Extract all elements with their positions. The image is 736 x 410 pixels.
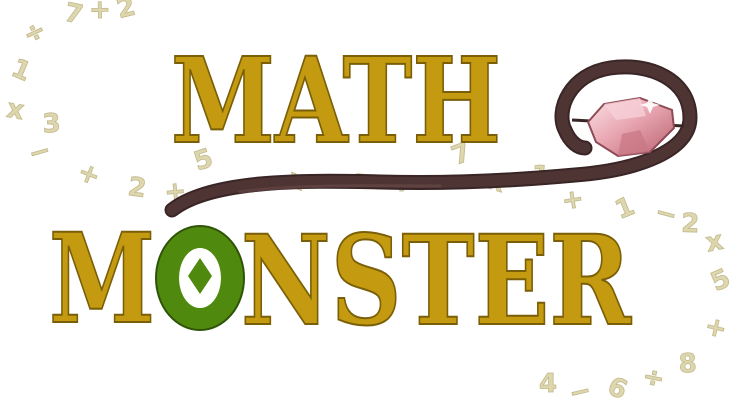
math-symbol: −	[652, 197, 681, 232]
math-symbol: +	[89, 0, 111, 25]
math-symbol: 5	[706, 263, 735, 298]
math-symbol: 8	[678, 349, 697, 380]
math-symbol: 7	[62, 0, 86, 31]
math-symbol: 2	[126, 172, 148, 204]
math-symbol: x	[5, 94, 27, 126]
gem-icon	[571, 96, 685, 158]
math-symbol: 4	[539, 369, 557, 399]
math-symbol: −	[566, 375, 594, 409]
math-symbol: −	[25, 135, 54, 170]
math-symbol: ÷	[640, 361, 667, 395]
math-symbol: +	[702, 311, 730, 345]
title-word-nster: NSTER	[241, 209, 632, 354]
staff-icon	[164, 59, 698, 218]
math-symbol: 2	[681, 209, 700, 240]
math-symbol: +	[73, 157, 104, 193]
math-symbol: 2	[114, 0, 139, 25]
math-symbol: ÷	[18, 15, 50, 51]
title-letter-m: M	[49, 207, 155, 352]
monster-o-icon: O	[155, 225, 245, 331]
title-line-math: MATH	[170, 30, 502, 171]
math-symbol: x	[703, 226, 725, 259]
math-symbol: +	[560, 184, 586, 217]
title-word-math: MATH	[171, 31, 501, 170]
math-symbol: 1	[7, 53, 35, 88]
math-symbol: 6	[603, 371, 632, 406]
title-line-monster: M O NSTER	[48, 206, 633, 355]
math-symbol: 3	[42, 109, 62, 140]
